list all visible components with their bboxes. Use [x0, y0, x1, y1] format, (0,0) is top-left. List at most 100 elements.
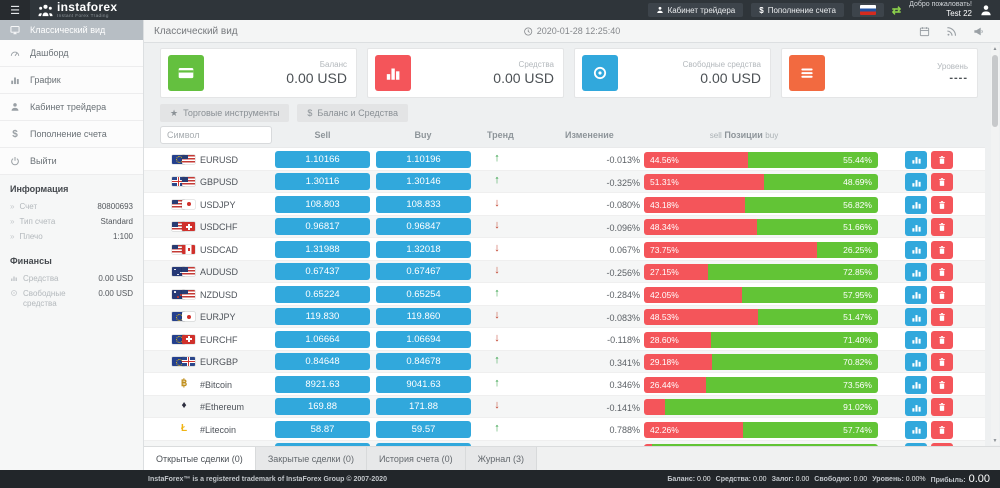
buy-price-button[interactable]: 1.10196	[376, 150, 471, 168]
positions-bar: 42.26% 57.74%	[644, 421, 878, 438]
delete-instrument-button[interactable]	[931, 195, 953, 214]
scroll-up-arrow[interactable]: ▲	[992, 46, 998, 52]
open-chart-button[interactable]	[905, 195, 927, 214]
delete-instrument-button[interactable]	[931, 420, 953, 439]
scrollbar-thumb[interactable]	[992, 55, 998, 127]
delete-instrument-button[interactable]	[931, 150, 953, 169]
vertical-scrollbar[interactable]: ▲ ▼	[991, 45, 999, 445]
delete-instrument-button[interactable]	[931, 285, 953, 304]
bottom-tab[interactable]: История счета (0)	[366, 447, 466, 470]
footer-stat: Прибыль: 0.00	[930, 473, 990, 485]
symbol-flags-icon	[172, 154, 195, 164]
sidebar-item[interactable]: Кабинет трейдера	[0, 94, 143, 121]
sell-price-button[interactable]: 0.67437	[275, 263, 370, 280]
logo-title: instaforex	[57, 0, 118, 15]
sell-price-button[interactable]: 0.96817	[275, 218, 370, 235]
sidebar-item[interactable]: График	[0, 67, 143, 94]
delete-instrument-button[interactable]	[931, 443, 953, 446]
positions-sell-segment: 42.26%	[644, 421, 743, 438]
delete-instrument-button[interactable]	[931, 330, 953, 349]
buy-price-button[interactable]: 171.88	[376, 398, 471, 415]
card-label: Средства	[518, 60, 554, 69]
buy-price-button[interactable]: 1.30146	[376, 173, 471, 190]
instaforex-logo-icon	[38, 4, 53, 17]
open-chart-button[interactable]	[905, 353, 927, 371]
open-chart-button[interactable]	[905, 443, 927, 446]
sell-price-button[interactable]: 119.830	[275, 308, 370, 325]
avatar[interactable]	[980, 4, 992, 16]
delete-instrument-button[interactable]	[931, 173, 953, 191]
calendar-icon[interactable]	[919, 26, 930, 37]
open-chart-button[interactable]	[905, 173, 927, 191]
buy-price-button[interactable]: 59.57	[376, 420, 471, 438]
symbol-label: EURJPY	[200, 312, 236, 322]
symbol-label: #Litecoin	[200, 424, 237, 435]
language-button[interactable]	[851, 3, 884, 17]
megaphone-icon[interactable]	[973, 26, 984, 37]
menu-toggle-button[interactable]: ☰	[0, 0, 30, 20]
buy-price-button[interactable]: 0.84678	[376, 353, 471, 370]
buy-price-button[interactable]: 9041.63	[376, 375, 471, 393]
table-row: EURGBP 0.84648 0.84678 ↑ 0.341% 29.18% 70.82%	[144, 350, 985, 373]
open-chart-button[interactable]	[905, 420, 927, 439]
open-chart-button[interactable]	[905, 285, 927, 304]
buy-price-button[interactable]: 0.96847	[376, 218, 471, 235]
trader-cabinet-button[interactable]: Кабинет трейдера	[647, 3, 744, 17]
delete-instrument-button[interactable]	[931, 240, 953, 259]
open-chart-button[interactable]	[905, 330, 927, 349]
buy-price-button[interactable]: 0.65254	[376, 285, 471, 303]
flag-nz-icon	[172, 289, 185, 299]
rss-icon[interactable]	[946, 26, 957, 37]
delete-instrument-button[interactable]	[931, 398, 953, 416]
deposit-button[interactable]: $ Пополнение счета	[751, 3, 844, 17]
delete-instrument-button[interactable]	[931, 218, 953, 236]
table-row: EURCHF 1.06664 1.06694 ↓ -0.118% 28.60% 71.40%	[144, 328, 985, 351]
open-chart-button[interactable]	[905, 218, 927, 236]
delete-instrument-button[interactable]	[931, 375, 953, 394]
card-label: Уровень	[937, 62, 968, 71]
trading-instruments-button[interactable]: ★ Торговые инструменты	[160, 104, 290, 122]
sidebar-item[interactable]: Выйти	[0, 148, 143, 175]
buy-price-button[interactable]: 0.67467	[376, 263, 471, 280]
balance-and-funds-button[interactable]: $ Баланс и Средства	[297, 104, 408, 122]
buy-price-button[interactable]: 1.32018	[376, 240, 471, 258]
buy-price-button[interactable]: 108.833	[376, 195, 471, 213]
open-chart-button[interactable]	[905, 375, 927, 394]
sell-price-button[interactable]: 108.803	[275, 195, 370, 213]
sell-price-button[interactable]: 1.30116	[275, 173, 370, 190]
exchange-rates-icon[interactable]: ⇄	[891, 4, 902, 17]
open-chart-button[interactable]	[905, 263, 927, 281]
delete-instrument-button[interactable]	[931, 263, 953, 281]
flag-jp-icon	[182, 199, 195, 209]
sidebar-item[interactable]: $ Пополнение счета	[0, 121, 143, 148]
sell-price-button[interactable]	[275, 443, 370, 446]
open-chart-button[interactable]	[905, 308, 927, 326]
sell-price-button[interactable]: 1.10166	[275, 150, 370, 168]
symbol-flags-icon	[172, 267, 195, 276]
sell-price-button[interactable]: 1.31988	[275, 240, 370, 258]
sidebar-item[interactable]: Классический вид	[0, 20, 143, 40]
delete-instrument-button[interactable]	[931, 308, 953, 326]
bottom-tab[interactable]: Журнал (3)	[465, 447, 538, 470]
bottom-tab[interactable]: Закрытые сделки (0)	[255, 447, 367, 470]
sell-price-button[interactable]: 0.84648	[275, 353, 370, 370]
sell-price-button[interactable]: 0.65224	[275, 285, 370, 303]
sell-price-button[interactable]: 58.87	[275, 420, 370, 438]
bottom-tab[interactable]: Открытые сделки (0)	[144, 447, 256, 470]
sell-price-button[interactable]: 8921.63	[275, 375, 370, 393]
delete-instrument-button[interactable]	[931, 353, 953, 371]
symbol-search-input[interactable]	[160, 126, 272, 144]
buy-price-button[interactable]: 1.06694	[376, 330, 471, 348]
quotes-table: Sell Buy Тренд Изменение sell Позиции bu…	[144, 126, 986, 446]
open-chart-button[interactable]	[905, 398, 927, 416]
sell-price-button[interactable]: 1.06664	[275, 330, 370, 348]
open-chart-button[interactable]	[905, 240, 927, 259]
open-chart-button[interactable]	[905, 150, 927, 169]
buy-price-button[interactable]	[376, 443, 471, 446]
sell-price-button[interactable]: 169.88	[275, 398, 370, 415]
buy-price-button[interactable]: 119.860	[376, 308, 471, 325]
scroll-down-arrow[interactable]: ▼	[992, 438, 998, 444]
username: Test 22	[946, 9, 972, 19]
main-header: Классический вид 2020-01-28 12:25:40	[144, 20, 1000, 43]
sidebar-item[interactable]: Дашборд	[0, 40, 143, 67]
